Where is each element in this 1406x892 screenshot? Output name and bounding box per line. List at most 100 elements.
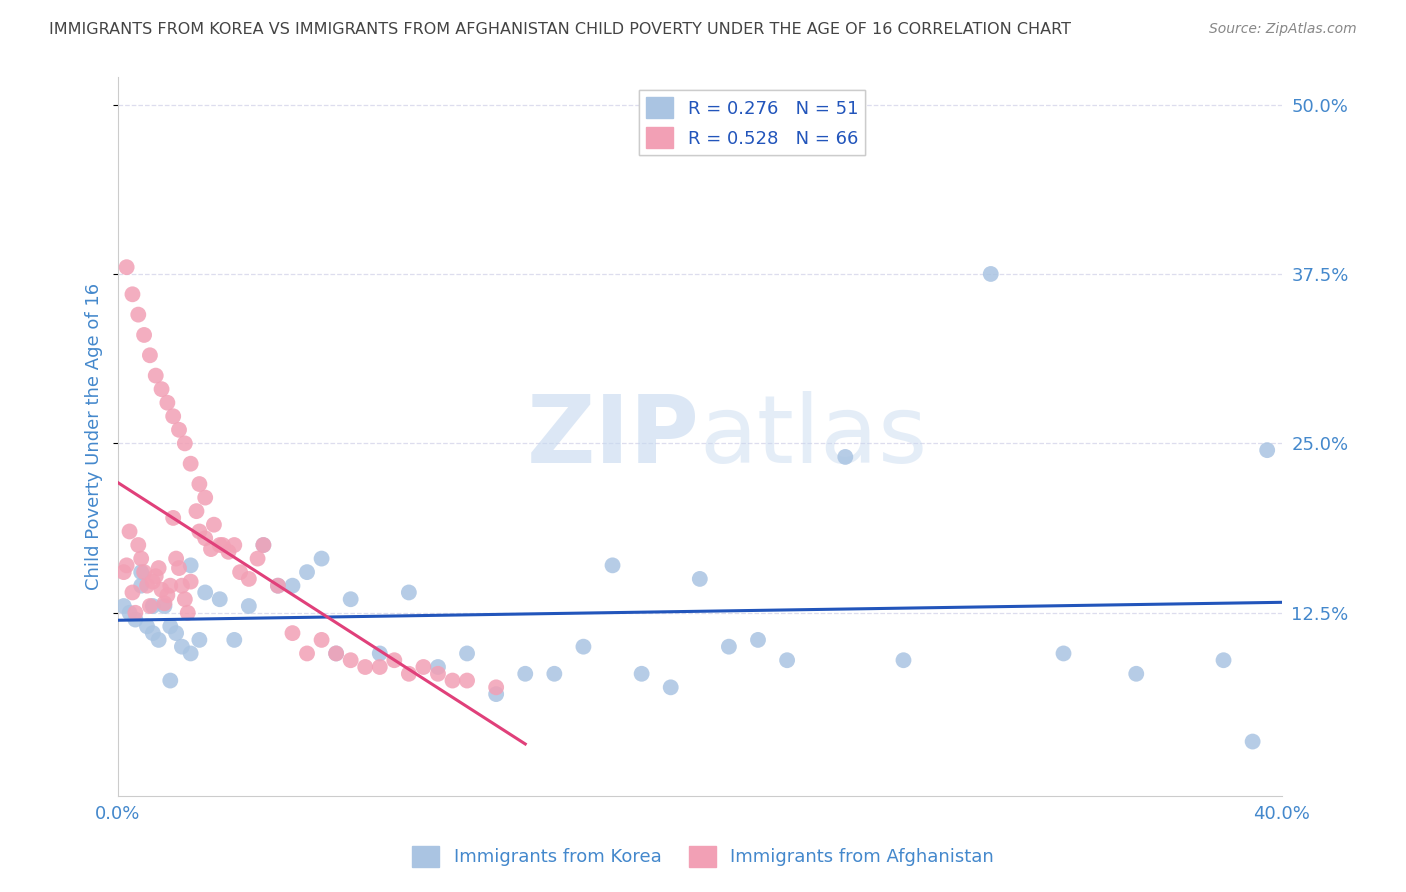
Point bbox=[180, 558, 202, 573]
Point bbox=[170, 640, 193, 654]
Point bbox=[325, 647, 347, 661]
Point bbox=[224, 538, 246, 552]
Point bbox=[139, 348, 162, 362]
Point bbox=[211, 538, 233, 552]
Point bbox=[127, 538, 149, 552]
Point bbox=[129, 551, 152, 566]
Point bbox=[776, 653, 799, 667]
Point bbox=[281, 579, 304, 593]
Point bbox=[717, 640, 740, 654]
Point bbox=[124, 613, 146, 627]
Point bbox=[139, 599, 162, 613]
Point bbox=[893, 653, 915, 667]
Point bbox=[224, 632, 246, 647]
Point bbox=[659, 681, 682, 695]
Point bbox=[121, 585, 143, 599]
Point bbox=[1256, 443, 1278, 458]
Point bbox=[456, 673, 478, 688]
Text: ZIP: ZIP bbox=[527, 391, 700, 483]
Point bbox=[1125, 666, 1147, 681]
Point bbox=[118, 524, 141, 539]
Text: IMMIGRANTS FROM KOREA VS IMMIGRANTS FROM AFGHANISTAN CHILD POVERTY UNDER THE AGE: IMMIGRANTS FROM KOREA VS IMMIGRANTS FROM… bbox=[49, 22, 1071, 37]
Point bbox=[368, 647, 391, 661]
Point bbox=[980, 267, 1002, 281]
Point bbox=[368, 660, 391, 674]
Point bbox=[150, 582, 173, 597]
Point bbox=[121, 287, 143, 301]
Point bbox=[485, 681, 508, 695]
Point bbox=[186, 504, 208, 518]
Point bbox=[398, 666, 420, 681]
Point bbox=[132, 565, 155, 579]
Point bbox=[339, 592, 361, 607]
Point bbox=[281, 626, 304, 640]
Point bbox=[311, 632, 333, 647]
Point bbox=[153, 596, 176, 610]
Point bbox=[202, 517, 225, 532]
Point bbox=[129, 579, 152, 593]
Point bbox=[217, 545, 239, 559]
Point bbox=[194, 531, 217, 545]
Point bbox=[1212, 653, 1234, 667]
Point bbox=[354, 660, 377, 674]
Point bbox=[412, 660, 434, 674]
Point bbox=[142, 574, 165, 589]
Point bbox=[382, 653, 405, 667]
Point bbox=[238, 572, 260, 586]
Point bbox=[159, 619, 181, 633]
Point bbox=[118, 606, 141, 620]
Point bbox=[170, 579, 193, 593]
Point bbox=[311, 551, 333, 566]
Point bbox=[159, 673, 181, 688]
Point bbox=[153, 599, 176, 613]
Point bbox=[112, 599, 135, 613]
Point bbox=[167, 423, 190, 437]
Point bbox=[124, 606, 146, 620]
Point bbox=[156, 588, 179, 602]
Point bbox=[136, 619, 159, 633]
Point bbox=[252, 538, 274, 552]
Y-axis label: Child Poverty Under the Age of 16: Child Poverty Under the Age of 16 bbox=[86, 283, 103, 591]
Point bbox=[325, 647, 347, 661]
Point bbox=[515, 666, 537, 681]
Point bbox=[295, 647, 318, 661]
Point bbox=[162, 409, 184, 424]
Point bbox=[127, 308, 149, 322]
Legend: R = 0.276   N = 51, R = 0.528   N = 66: R = 0.276 N = 51, R = 0.528 N = 66 bbox=[638, 90, 866, 155]
Point bbox=[747, 632, 769, 647]
Point bbox=[246, 551, 269, 566]
Point bbox=[142, 599, 165, 613]
Point bbox=[148, 632, 170, 647]
Point bbox=[572, 640, 595, 654]
Point bbox=[543, 666, 565, 681]
Point bbox=[148, 561, 170, 575]
Point bbox=[142, 626, 165, 640]
Point bbox=[194, 491, 217, 505]
Point bbox=[145, 368, 167, 383]
Point bbox=[129, 565, 152, 579]
Point bbox=[1241, 734, 1264, 748]
Point bbox=[267, 579, 290, 593]
Point bbox=[485, 687, 508, 701]
Text: Source: ZipAtlas.com: Source: ZipAtlas.com bbox=[1209, 22, 1357, 37]
Legend: Immigrants from Korea, Immigrants from Afghanistan: Immigrants from Korea, Immigrants from A… bbox=[405, 838, 1001, 874]
Point bbox=[173, 436, 195, 450]
Point bbox=[208, 538, 231, 552]
Point bbox=[165, 551, 187, 566]
Point bbox=[426, 666, 449, 681]
Point bbox=[165, 626, 187, 640]
Point bbox=[1052, 647, 1074, 661]
Point bbox=[167, 561, 190, 575]
Point bbox=[426, 660, 449, 674]
Point bbox=[200, 542, 222, 557]
Point bbox=[339, 653, 361, 667]
Point bbox=[208, 592, 231, 607]
Point bbox=[159, 579, 181, 593]
Point bbox=[156, 395, 179, 409]
Point bbox=[188, 632, 211, 647]
Point bbox=[194, 585, 217, 599]
Text: atlas: atlas bbox=[700, 391, 928, 483]
Point bbox=[177, 606, 200, 620]
Point bbox=[145, 569, 167, 583]
Point bbox=[229, 565, 252, 579]
